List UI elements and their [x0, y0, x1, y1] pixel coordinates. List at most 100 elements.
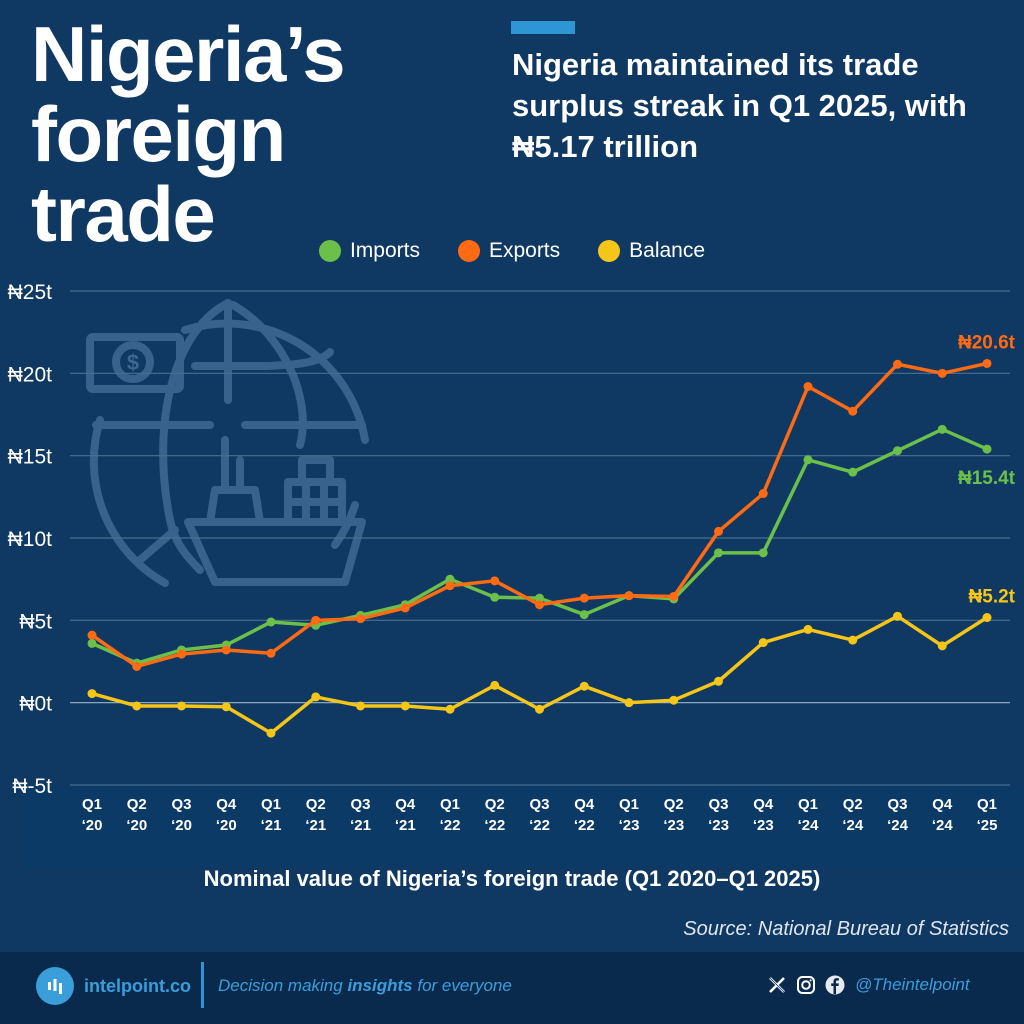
data-point-imports: [579, 610, 589, 620]
y-tick-label: ₦20t: [8, 363, 53, 386]
data-point-balance: [937, 641, 947, 651]
data-point-balance: [535, 704, 544, 714]
x-tick-label: Q1 ‘22: [440, 796, 461, 834]
data-point-balance: [579, 681, 589, 691]
x-tick-label: Q1 ‘25: [977, 796, 998, 834]
data-point-balance: [669, 695, 679, 705]
data-point-balance: [400, 701, 410, 711]
data-point-balance: [356, 701, 365, 711]
data-point-balance: [848, 635, 858, 645]
x-tick-label: Q3 ‘20: [171, 796, 192, 834]
x-tick-label: Q2 ‘21: [305, 796, 326, 834]
data-point-exports: [714, 526, 723, 536]
y-tick-label: ₦-5t: [12, 775, 52, 798]
legend-label: Balance: [629, 239, 706, 262]
x-tick-label: Q3 ‘21: [350, 796, 371, 834]
data-point-balance: [714, 676, 723, 686]
legend-dot-imports-icon: [318, 240, 341, 262]
facebook-icon[interactable]: [824, 974, 846, 996]
x-tick-label: Q4 ‘22: [574, 796, 595, 834]
y-tick-label: ₦15t: [8, 446, 53, 469]
data-point-balance: [758, 638, 768, 648]
tagline-pre: Decision making: [218, 976, 348, 995]
data-point-balance: [445, 704, 455, 714]
x-tick-label: Q3 ‘22: [529, 796, 550, 834]
title-line-2: foreign trade: [31, 90, 286, 258]
x-tick-label: Q3 ‘24: [887, 796, 909, 834]
bar-chart-logo-icon: [36, 967, 74, 1005]
data-point-exports: [445, 581, 455, 591]
legend-label: Imports: [349, 239, 420, 262]
data-point-balance: [177, 701, 186, 711]
data-point-balance: [311, 692, 321, 702]
y-axis-labels: ₦-5t ₦0t ₦5t ₦10t ₦15t ₦20t ₦25t: [8, 281, 53, 798]
data-point-balance: [803, 624, 813, 634]
accent-bar: [511, 21, 575, 34]
data-point-imports: [937, 424, 947, 434]
data-point-exports: [982, 358, 992, 368]
x-tick-label: Q2 ‘24: [842, 796, 864, 834]
x-tick-label: Q4 ‘24: [932, 796, 954, 834]
footer: intelpoint.co Decision making insights f…: [0, 952, 1024, 1024]
x-icon[interactable]: [766, 974, 788, 996]
data-point-exports: [758, 489, 768, 499]
data-point-exports: [803, 382, 813, 392]
data-point-exports: [937, 368, 947, 378]
globe-trade-illustration-icon: [86, 299, 369, 587]
brand-name: intelpoint.co: [84, 975, 191, 996]
data-point-exports: [624, 591, 634, 601]
x-tick-label: Q2 ‘22: [484, 796, 505, 834]
source-note: Source: National Bureau of Statistics: [683, 918, 1009, 940]
data-point-exports: [87, 630, 97, 640]
data-point-exports: [400, 603, 410, 613]
end-label-imports: ₦15.4t: [958, 468, 1016, 489]
y-tick-label: ₦25t: [8, 281, 53, 304]
data-point-exports: [669, 591, 679, 601]
data-point-exports: [221, 645, 231, 655]
data-point-balance: [624, 698, 634, 708]
legend-dot-exports-icon: [457, 240, 480, 262]
data-point-balance: [266, 728, 276, 738]
data-point-exports: [356, 614, 365, 624]
tagline-bold: insights: [347, 976, 413, 995]
data-point-imports: [714, 548, 723, 558]
y-tick-label: ₦0t: [19, 693, 52, 716]
chart-caption: Nominal value of Nigeria’s foreign trade…: [203, 866, 821, 891]
data-point-balance: [490, 680, 500, 690]
x-tick-label: Q2 ‘23: [663, 796, 684, 834]
x-axis-labels: Q1 ‘20 Q2 ‘20 Q3 ‘20 Q4 ‘20 Q1 ‘21 Q2 ‘21 Q3 ‘21 Q4 ‘21…: [82, 796, 998, 834]
data-point-balance: [87, 689, 97, 699]
data-point-imports: [490, 592, 500, 602]
chart-legend: Imports Exports Balance: [0, 236, 1024, 266]
brand[interactable]: intelpoint.co: [36, 967, 191, 1005]
data-point-balance: [982, 613, 992, 623]
legend-dot-balance-icon: [598, 240, 621, 262]
title-line-1: Nigeria’s: [31, 10, 346, 98]
x-axis-band: [24, 785, 1024, 867]
data-point-imports: [87, 638, 97, 648]
data-point-imports: [266, 617, 276, 627]
x-tick-label: Q4 ‘20: [216, 796, 237, 834]
data-point-exports: [132, 661, 142, 671]
data-point-exports: [535, 600, 544, 610]
data-point-imports: [893, 446, 902, 456]
legend-item-exports: Exports: [457, 239, 560, 263]
data-point-exports: [311, 615, 321, 625]
x-tick-label: Q1 ‘23: [619, 796, 640, 834]
instagram-icon[interactable]: [795, 974, 817, 996]
series-lines: [87, 358, 992, 738]
data-point-imports: [803, 455, 813, 465]
data-point-exports: [266, 648, 276, 658]
y-tick-label: ₦10t: [8, 528, 53, 551]
data-point-exports: [893, 359, 902, 369]
social-handle[interactable]: @Theintelpoint: [855, 975, 970, 994]
x-tick-label: Q1 ‘24: [798, 796, 820, 834]
data-point-imports: [848, 467, 858, 477]
end-labels: ₦15.4t ₦20.6t ₦5.2t: [958, 332, 1016, 607]
data-point-exports: [848, 406, 858, 416]
x-tick-label: Q4 ‘21: [395, 796, 416, 834]
x-tick-label: Q1 ‘20: [82, 796, 103, 834]
social-links: @Theintelpoint: [766, 974, 970, 996]
data-point-imports: [535, 593, 544, 603]
